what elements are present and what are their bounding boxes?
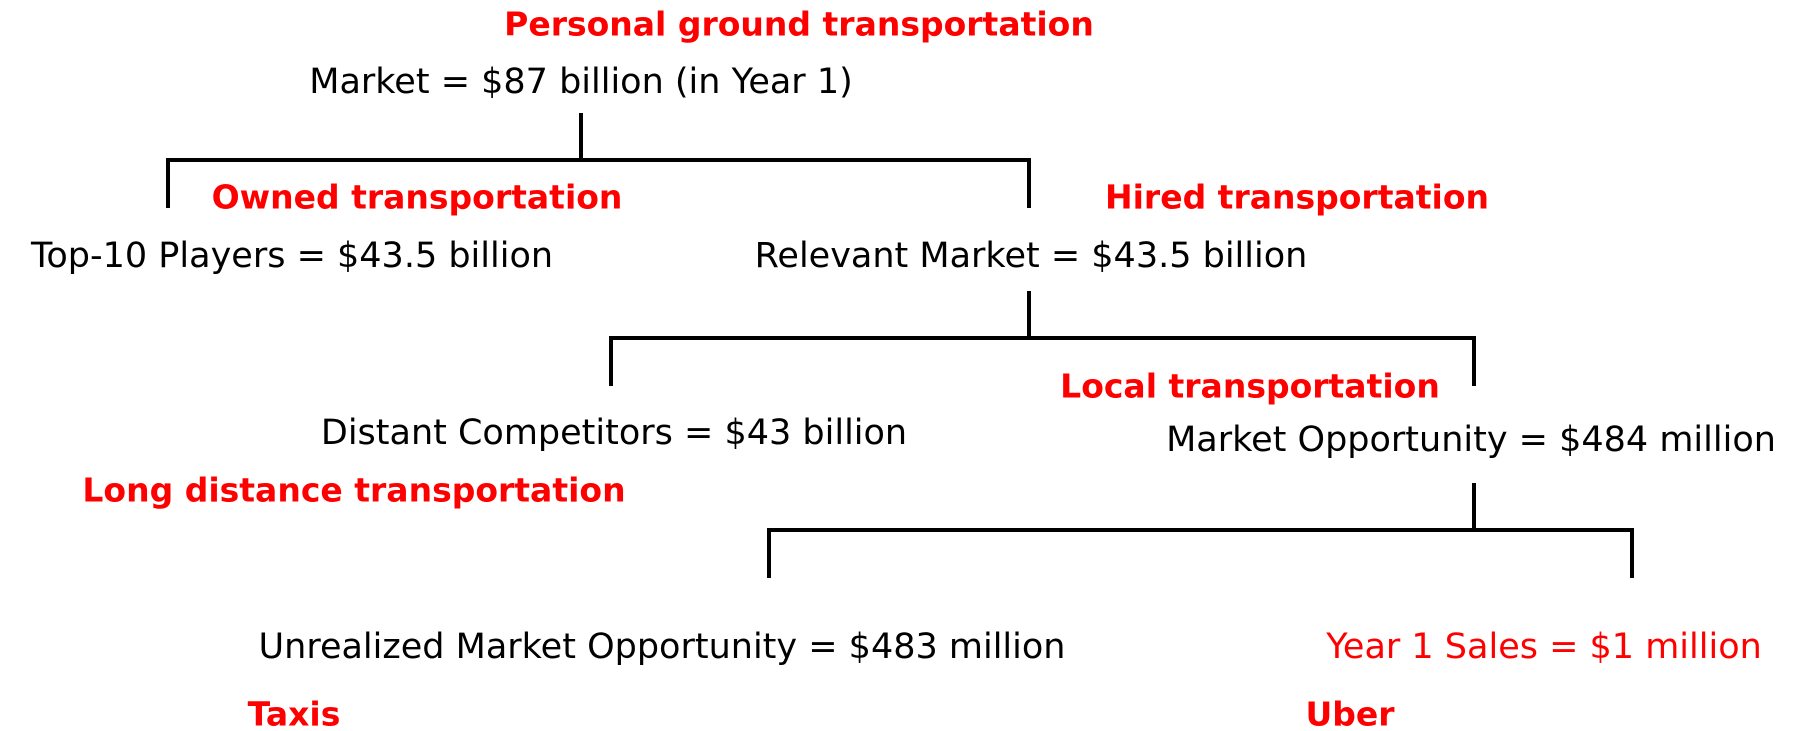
node-label: Market = $87 billion (in Year 1) [309, 62, 853, 102]
node-category: Local transportation [1060, 367, 1440, 406]
node-label: Top-10 Players = $43.5 billion [30, 236, 553, 276]
node-category: Owned transportation [212, 178, 623, 217]
node-label: Unrealized Market Opportunity = $483 mil… [259, 627, 1066, 667]
node-category: Hired transportation [1105, 178, 1489, 217]
node-category: Long distance transportation [82, 471, 625, 510]
connectors [166, 113, 1634, 578]
node-category: Personal ground transportation [504, 5, 1094, 44]
node-label: Market Opportunity = $484 million [1166, 420, 1776, 460]
node-label: Distant Competitors = $43 billion [321, 413, 907, 453]
node-label: Year 1 Sales = $1 million [1325, 627, 1762, 667]
node-category: Uber [1305, 695, 1395, 731]
node-category: Taxis [248, 695, 341, 731]
node-label: Relevant Market = $43.5 billion [755, 236, 1308, 276]
